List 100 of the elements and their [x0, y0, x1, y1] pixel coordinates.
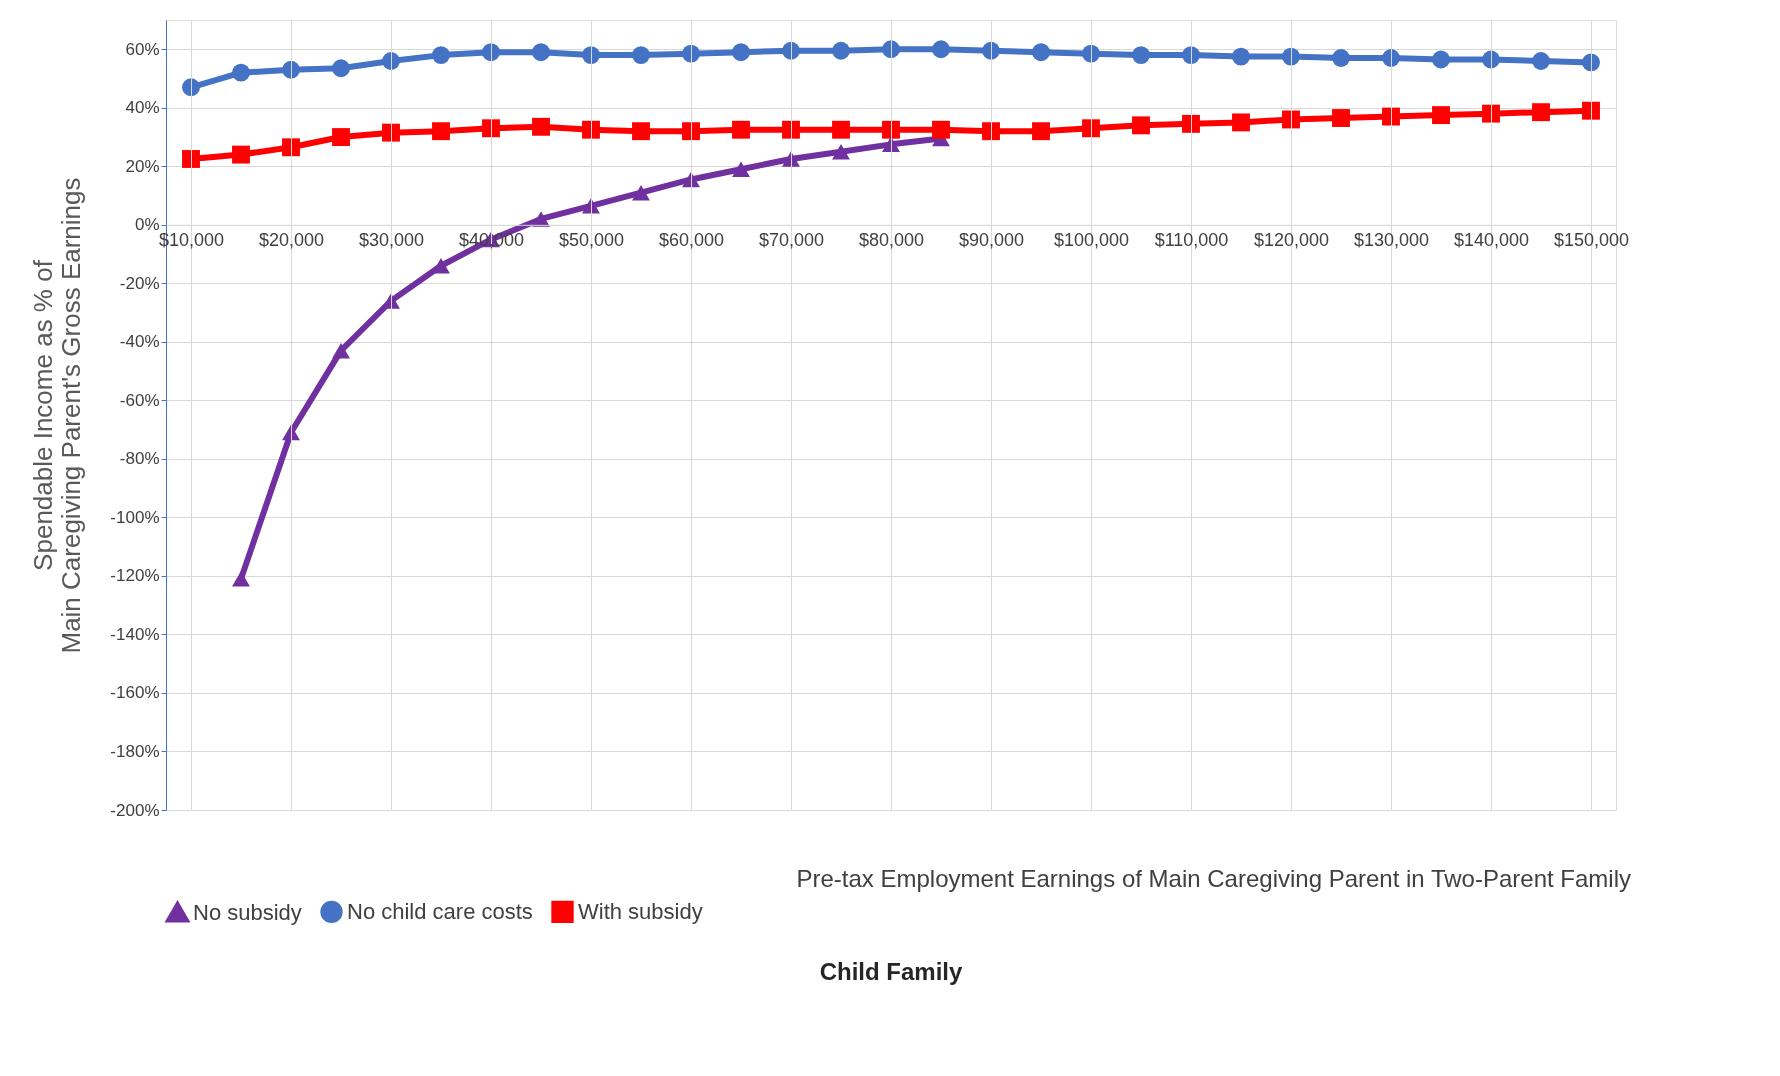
point — [1432, 106, 1450, 125]
x-tick-label: $140,000 — [1453, 230, 1530, 251]
point — [1032, 122, 1050, 141]
point — [1232, 113, 1250, 132]
y-tick-label: -180% — [110, 741, 160, 761]
y-tick-label: 20% — [125, 156, 160, 176]
point — [732, 120, 750, 139]
point — [1232, 47, 1250, 66]
point — [732, 161, 750, 177]
point — [282, 138, 300, 157]
y-tick-label: -160% — [110, 683, 160, 703]
point — [832, 143, 850, 160]
point — [432, 122, 450, 141]
point — [582, 198, 600, 214]
point — [1282, 47, 1300, 66]
x-tick-label: $20,000 — [258, 230, 325, 251]
point — [832, 41, 850, 60]
point — [932, 120, 950, 139]
point — [482, 43, 500, 62]
point — [332, 342, 350, 359]
point — [882, 40, 900, 59]
x-axis-title: Pre-tax Employment Earnings of Main Caregiving Parent in Two-Parent Family — [796, 865, 1631, 892]
point — [1382, 107, 1400, 126]
y-axis-title: Spendable Income as % of Main Caregiving Parent's Gross Earnings — [28, 177, 87, 654]
point — [782, 120, 800, 139]
point — [1432, 50, 1450, 69]
point — [182, 78, 200, 97]
point — [582, 120, 600, 139]
point — [232, 145, 250, 164]
x-tick-label: $60,000 — [658, 230, 725, 251]
x-tick-label: $100,000 — [1053, 230, 1130, 251]
point — [382, 123, 400, 142]
point — [182, 150, 200, 168]
point — [532, 43, 550, 62]
point — [632, 122, 650, 141]
y-tick-label: 40% — [125, 98, 160, 118]
y-tick-label: -40% — [119, 332, 160, 352]
x-tick-label: $80,000 — [858, 230, 925, 251]
point — [332, 59, 350, 78]
point — [1532, 103, 1550, 122]
y-tick-label: 0% — [134, 215, 160, 235]
point — [1182, 46, 1200, 65]
x-tick-label: $120,000 — [1253, 230, 1330, 251]
point — [282, 60, 300, 79]
point — [732, 43, 750, 62]
point — [532, 117, 550, 136]
point — [432, 258, 450, 274]
x-tick-label: $50,000 — [558, 230, 625, 251]
point — [232, 63, 250, 82]
point — [682, 122, 700, 141]
point — [1532, 52, 1550, 70]
x-tick-label: $150,000 — [1553, 230, 1630, 251]
point — [1082, 119, 1100, 138]
point — [782, 151, 800, 167]
y-tick-label: -20% — [119, 273, 160, 293]
y-tick-label: 60% — [125, 39, 160, 59]
point — [782, 41, 800, 60]
text: Child Family — [819, 958, 963, 985]
point — [1132, 116, 1150, 135]
y-tick-label: -60% — [119, 390, 160, 410]
legend-label: No child care costs — [347, 898, 533, 924]
x-tick-label: $70,000 — [758, 230, 825, 251]
point — [332, 128, 350, 146]
point — [632, 46, 650, 65]
point — [1582, 101, 1600, 120]
point — [1332, 109, 1350, 127]
y-tick-label: -120% — [110, 566, 160, 586]
point — [1482, 104, 1500, 123]
point — [682, 44, 700, 63]
y-tick-label: -100% — [110, 507, 160, 527]
point — [932, 40, 950, 59]
point — [1582, 53, 1600, 72]
x-tick-label: $90,000 — [958, 230, 1025, 251]
point — [1282, 110, 1300, 129]
legend-label: No subsidy — [193, 899, 302, 925]
point — [382, 52, 400, 70]
legend-label: With subsidy — [578, 898, 703, 924]
point — [1132, 46, 1150, 65]
point — [832, 120, 850, 139]
y-tick-label: -200% — [110, 800, 160, 820]
point — [1082, 44, 1100, 63]
x-tick-label: $130,000 — [1353, 230, 1430, 251]
point — [1482, 50, 1500, 69]
y-tick-label: -140% — [110, 624, 160, 644]
x-tick-label: $110,000 — [1154, 230, 1229, 251]
point — [482, 119, 500, 138]
point — [1332, 49, 1350, 67]
point — [432, 46, 450, 65]
point — [232, 571, 250, 587]
point — [1032, 43, 1050, 62]
x-tick-label: $30,000 — [358, 230, 425, 251]
point — [632, 184, 650, 201]
point — [532, 211, 550, 227]
point — [1382, 49, 1400, 67]
point — [982, 122, 1000, 141]
point — [982, 41, 1000, 60]
point — [1182, 114, 1200, 133]
y-tick-label: -80% — [119, 449, 160, 469]
point — [582, 46, 600, 65]
point — [882, 120, 900, 139]
